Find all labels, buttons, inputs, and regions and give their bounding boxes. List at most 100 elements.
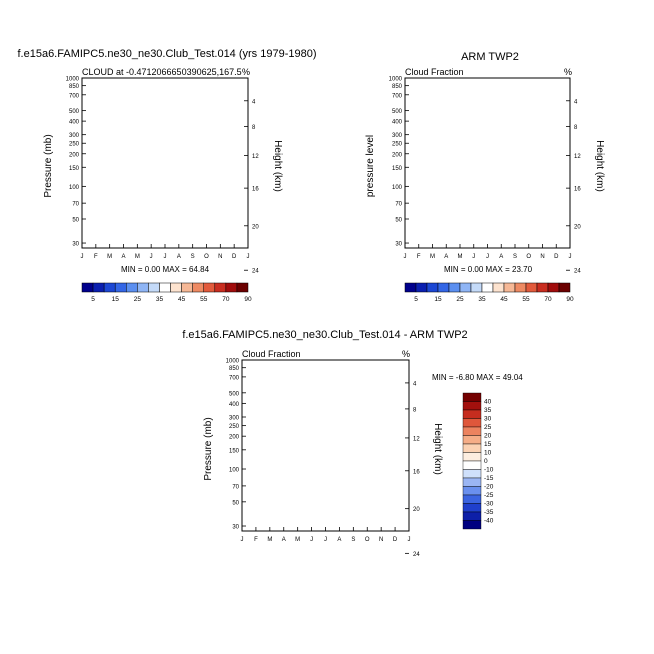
colorbar-swatch <box>103 282 116 293</box>
month-tick-label: J <box>164 254 167 260</box>
colorbar-swatch <box>404 282 417 293</box>
month-tick-label: J <box>404 254 407 260</box>
pressure-tick-label: 50 <box>72 217 79 223</box>
panel-model-right-label: % <box>242 67 250 77</box>
month-tick-label: S <box>191 254 195 260</box>
colorbar-swatch <box>525 282 538 293</box>
colorbar-swatch <box>170 282 182 293</box>
plot-diff <box>241 359 410 532</box>
colorbar-label: 25 <box>134 296 142 303</box>
panel-diff-ylabel-right: Height (km) <box>432 423 443 475</box>
colorbar-swatch <box>126 282 138 293</box>
colorbar-swatch <box>558 282 571 293</box>
height-tick-label: 8 <box>413 407 417 413</box>
pressure-tick-label: 50 <box>395 217 402 223</box>
height-axis-model: 4 8 12 16 20 24 <box>244 99 259 275</box>
colorbar-label: 35 <box>484 407 492 414</box>
month-tick-label: M <box>430 254 435 260</box>
colorbar-swatch <box>462 426 482 436</box>
height-tick-label: 20 <box>574 224 581 230</box>
colorbar-swatch <box>459 282 472 293</box>
month-tick-label: A <box>499 254 503 260</box>
pressure-tick-label: 400 <box>69 120 80 126</box>
colorbar-swatch <box>159 282 171 293</box>
month-tick-label: A <box>177 254 181 260</box>
panel-obs-title: ARM TWP2 <box>461 51 519 63</box>
colorbar-label: -40 <box>484 518 494 525</box>
month-tick-label: D <box>232 254 237 260</box>
pressure-tick-label: 850 <box>392 84 403 90</box>
month-tick-label: M <box>458 254 463 260</box>
plot-frame <box>404 77 571 249</box>
height-tick-label: 20 <box>413 507 420 513</box>
height-tick-label: 16 <box>252 187 259 193</box>
colorbar-label: -25 <box>484 492 494 499</box>
month-tick-label: J <box>324 537 327 543</box>
colorbar-swatch <box>236 282 249 293</box>
month-tick-label: J <box>247 254 250 260</box>
colorbar-label: 0 <box>484 458 488 465</box>
pressure-tick-label: 250 <box>229 424 240 430</box>
pressure-tick-label: 100 <box>69 185 80 191</box>
pressure-tick-label: 400 <box>229 402 240 408</box>
height-tick-label: 24 <box>252 269 259 275</box>
month-tick-label: N <box>379 537 383 543</box>
panel-model-ylabel: Pressure (mb) <box>43 134 54 197</box>
colorbar-label: 55 <box>522 296 530 303</box>
height-tick-label: 24 <box>413 552 420 558</box>
colorbar-swatch <box>547 282 560 293</box>
pressure-tick-label: 200 <box>69 152 80 158</box>
colorbar-swatch <box>462 477 482 487</box>
colorbar-swatch <box>492 282 505 293</box>
height-axis-obs: 4 8 12 16 20 24 <box>566 99 581 275</box>
height-tick-label: 20 <box>252 224 259 230</box>
pressure-tick-label: 50 <box>232 500 239 506</box>
height-tick-label: 12 <box>252 154 259 160</box>
plot-model <box>81 77 249 249</box>
height-tick-label: 16 <box>574 187 581 193</box>
panel-obs-right-label: % <box>564 67 572 77</box>
colorbar-label: 90 <box>566 296 574 303</box>
height-tick-label: 12 <box>413 436 420 442</box>
panel-model-ylabel-right: Height (km) <box>272 140 283 192</box>
colorbar-label: 15 <box>112 296 120 303</box>
colorbar-swatch <box>462 392 482 402</box>
panel-model-minmax: MIN = 0.00 MAX = 64.84 <box>121 265 210 274</box>
height-tick-label: 8 <box>252 125 256 131</box>
month-tick-label: D <box>554 254 559 260</box>
month-tick-label: J <box>241 537 244 543</box>
month-tick-label: N <box>540 254 544 260</box>
height-tick-label: 24 <box>574 269 581 275</box>
pressure-tick-label: 150 <box>392 166 403 172</box>
pressure-tick-label: 70 <box>232 484 239 490</box>
panel-obs-ylabel: pressure level <box>365 135 376 197</box>
colorbar-label: 35 <box>478 296 486 303</box>
panel-obs-minmax: MIN = 0.00 MAX = 23.70 <box>444 265 533 274</box>
colorbar-swatch <box>462 511 482 521</box>
height-axis-diff: 4 8 12 16 20 24 <box>405 381 420 558</box>
pressure-tick-label: 100 <box>392 185 403 191</box>
pressure-tick-label: 70 <box>72 202 79 208</box>
pressure-tick-label: 200 <box>392 152 403 158</box>
colorbar-label: 35 <box>156 296 164 303</box>
colorbar-label: -10 <box>484 467 494 474</box>
colorbar-swatch <box>462 469 482 479</box>
colorbar-label: 10 <box>484 450 492 457</box>
pressure-tick-label: 500 <box>229 391 240 397</box>
colorbar-swatch <box>92 282 105 293</box>
pressure-tick-label: 150 <box>69 166 80 172</box>
pressure-tick-label: 1000 <box>226 359 240 365</box>
colorbar-label: -20 <box>484 484 494 491</box>
month-tick-label: J <box>310 537 313 543</box>
colorbar-label: 25 <box>456 296 464 303</box>
pressure-tick-label: 500 <box>69 109 80 115</box>
colorbar-swatch <box>462 503 482 513</box>
panel-diff: f.e15a6.FAMIPC5.ne30_ne30.Club_Test.014 … <box>182 329 523 558</box>
month-tick-label: J <box>486 254 489 260</box>
colorbar-swatch <box>462 486 482 496</box>
